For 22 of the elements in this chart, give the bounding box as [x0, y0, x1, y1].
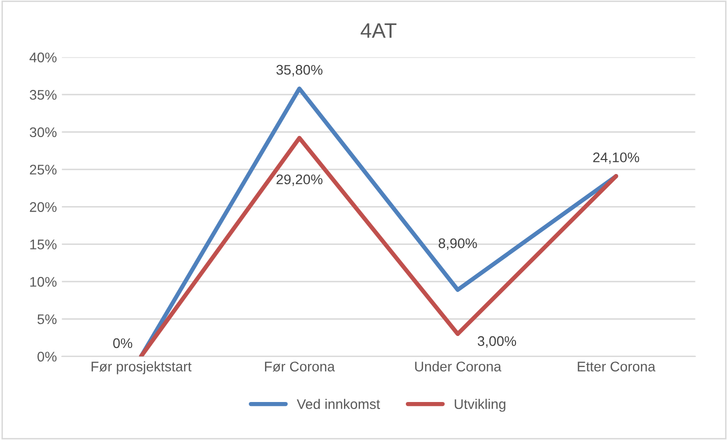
x-tick-label: Under Corona	[415, 361, 502, 372]
data-label: 3,00%	[478, 336, 516, 348]
y-tick-label: 25%	[30, 164, 57, 175]
y-tick-label: 30%	[30, 127, 57, 138]
x-tick-label: Før Corona	[265, 362, 335, 372]
data-label: 24,10%	[593, 152, 640, 164]
y-tick-label: 10%	[30, 276, 57, 287]
y-tick-label: 15%	[30, 240, 57, 250]
y-tick-label: 0%	[37, 352, 57, 362]
chart-title: 4AT	[360, 23, 396, 38]
x-tick-label: Etter Corona	[578, 362, 656, 372]
y-tick-label: 20%	[30, 202, 57, 212]
legend-label: Ved innkomst	[296, 398, 380, 410]
data-label: 29,20%	[276, 174, 322, 186]
y-tick-label: 40%	[30, 52, 57, 62]
x-tick-label: Før prosjektstart	[92, 361, 192, 374]
data-label: 8,90%	[438, 238, 477, 250]
data-label: 0%	[113, 338, 132, 348]
y-tick-label: 5%	[38, 314, 57, 324]
y-tick-label: 35%	[30, 90, 57, 100]
data-label: 35,80%	[276, 64, 322, 76]
legend-label: Utvikling	[454, 398, 506, 412]
